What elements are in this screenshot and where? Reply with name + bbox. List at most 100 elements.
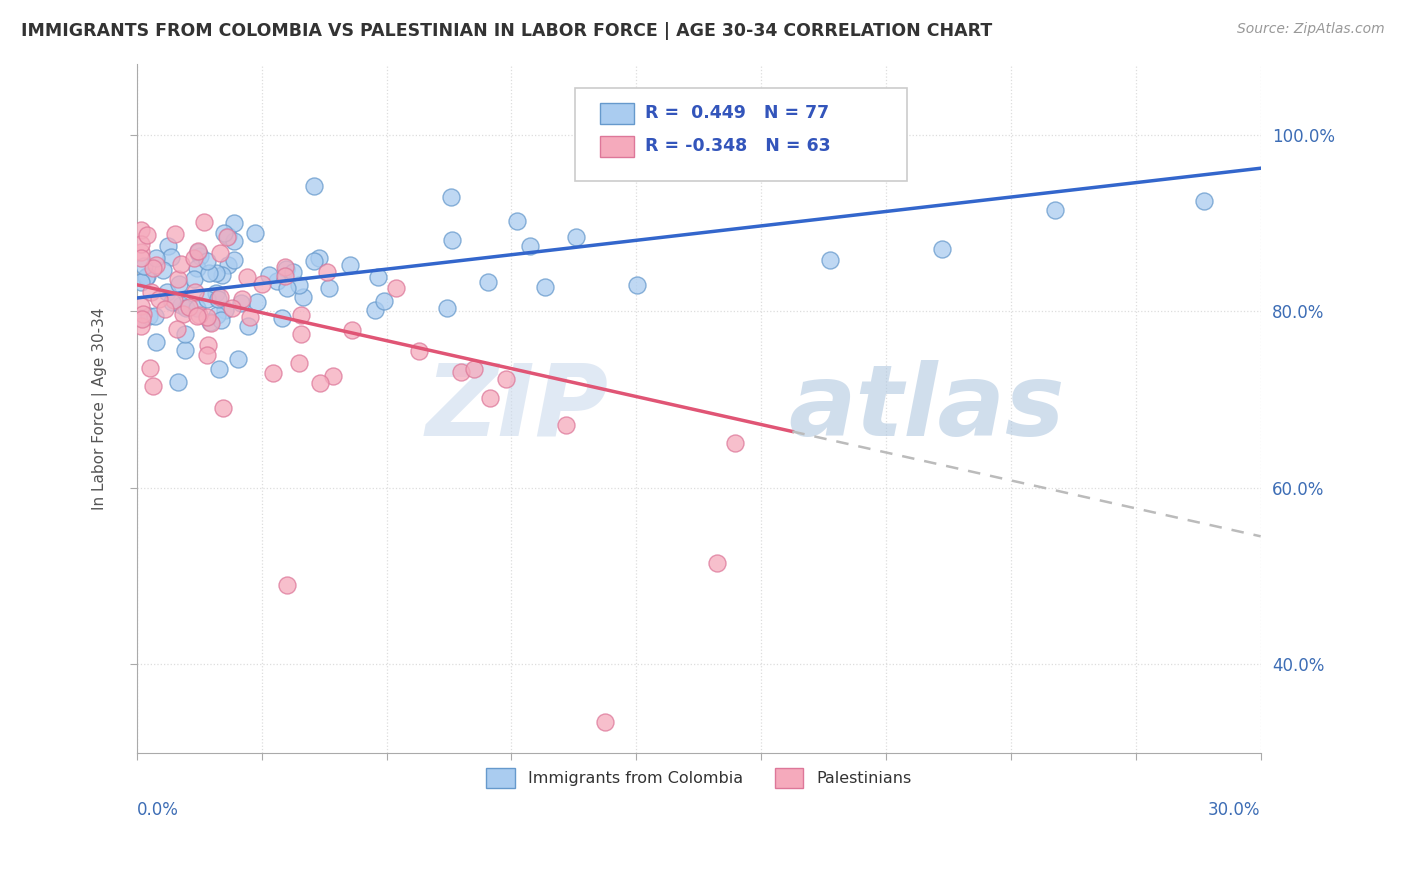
Point bbox=[533, 279, 555, 293]
Text: R =  0.449   N = 77: R = 0.449 N = 77 bbox=[645, 104, 830, 122]
Point bbox=[436, 301, 458, 315]
Point bbox=[143, 310, 166, 324]
Point bbox=[152, 262, 174, 277]
Point bbox=[132, 307, 155, 321]
Point bbox=[129, 299, 152, 313]
Point bbox=[187, 244, 209, 258]
Point bbox=[308, 376, 330, 390]
Point bbox=[174, 301, 197, 315]
Point bbox=[167, 272, 190, 286]
Point bbox=[274, 261, 297, 276]
Point bbox=[308, 251, 330, 265]
Text: 30.0%: 30.0% bbox=[1208, 801, 1261, 819]
Point bbox=[367, 269, 389, 284]
Point bbox=[565, 230, 588, 244]
Point bbox=[555, 418, 578, 433]
Point bbox=[129, 251, 152, 265]
Point bbox=[195, 292, 218, 306]
Point bbox=[165, 227, 187, 241]
Point bbox=[450, 365, 472, 379]
Point bbox=[495, 372, 517, 386]
Point bbox=[170, 298, 193, 312]
Point bbox=[139, 285, 162, 300]
Point bbox=[214, 303, 236, 318]
Point bbox=[262, 366, 284, 380]
Point bbox=[217, 258, 239, 272]
Point bbox=[170, 257, 193, 271]
Point bbox=[276, 578, 298, 592]
Point bbox=[208, 361, 231, 376]
Point bbox=[166, 322, 188, 336]
Point bbox=[238, 318, 260, 333]
Point bbox=[222, 234, 245, 248]
Point bbox=[188, 249, 211, 263]
Point bbox=[160, 250, 183, 264]
Point bbox=[212, 226, 235, 240]
Point bbox=[302, 254, 325, 268]
Point bbox=[156, 285, 179, 300]
Point bbox=[274, 269, 297, 284]
Point bbox=[288, 356, 311, 370]
Point bbox=[207, 308, 229, 322]
Point bbox=[316, 265, 339, 279]
Point bbox=[167, 277, 190, 291]
Point bbox=[198, 316, 221, 330]
Point bbox=[172, 307, 194, 321]
Point bbox=[157, 239, 180, 253]
Text: atlas: atlas bbox=[789, 359, 1066, 457]
Point bbox=[129, 311, 152, 326]
Point bbox=[1194, 194, 1216, 208]
Point bbox=[129, 275, 152, 289]
Point bbox=[479, 392, 502, 406]
Point bbox=[186, 310, 208, 324]
Point bbox=[626, 277, 648, 292]
Legend: Immigrants from Colombia, Palestinians: Immigrants from Colombia, Palestinians bbox=[479, 762, 918, 794]
Point bbox=[246, 295, 269, 310]
Point bbox=[197, 266, 219, 280]
Point bbox=[166, 375, 188, 389]
Point bbox=[222, 253, 245, 268]
Point bbox=[290, 327, 312, 342]
Point bbox=[211, 268, 233, 283]
Point bbox=[187, 308, 209, 322]
Point bbox=[186, 301, 208, 316]
Point bbox=[257, 268, 280, 283]
Point bbox=[142, 378, 165, 392]
Point bbox=[145, 335, 167, 350]
Point bbox=[1043, 202, 1066, 217]
Point bbox=[931, 243, 953, 257]
Point bbox=[209, 290, 232, 304]
Point bbox=[195, 310, 218, 325]
Point bbox=[145, 251, 167, 265]
FancyBboxPatch shape bbox=[600, 103, 634, 124]
Point bbox=[197, 338, 219, 352]
Point bbox=[187, 245, 209, 260]
Point bbox=[339, 258, 361, 272]
Text: IMMIGRANTS FROM COLOMBIA VS PALESTINIAN IN LABOR FORCE | AGE 30-34 CORRELATION C: IMMIGRANTS FROM COLOMBIA VS PALESTINIAN … bbox=[21, 22, 993, 40]
Text: Source: ZipAtlas.com: Source: ZipAtlas.com bbox=[1237, 22, 1385, 37]
Point bbox=[250, 277, 273, 291]
Point bbox=[270, 311, 292, 326]
Point bbox=[183, 251, 205, 265]
Point bbox=[266, 274, 288, 288]
Point bbox=[236, 269, 259, 284]
Point bbox=[160, 294, 183, 309]
Point bbox=[506, 213, 529, 227]
Point bbox=[129, 319, 152, 334]
FancyBboxPatch shape bbox=[575, 88, 907, 181]
Point bbox=[139, 361, 162, 376]
Point bbox=[385, 281, 408, 295]
Point bbox=[224, 216, 246, 230]
Point bbox=[290, 308, 312, 322]
Point bbox=[195, 253, 218, 268]
Point bbox=[364, 302, 387, 317]
Point bbox=[322, 368, 344, 383]
Point bbox=[186, 260, 208, 275]
Point bbox=[208, 246, 231, 260]
Point bbox=[193, 215, 215, 229]
Point bbox=[174, 343, 197, 358]
Point bbox=[129, 237, 152, 252]
Point bbox=[215, 229, 238, 244]
Point bbox=[318, 280, 340, 294]
Point bbox=[131, 311, 153, 326]
